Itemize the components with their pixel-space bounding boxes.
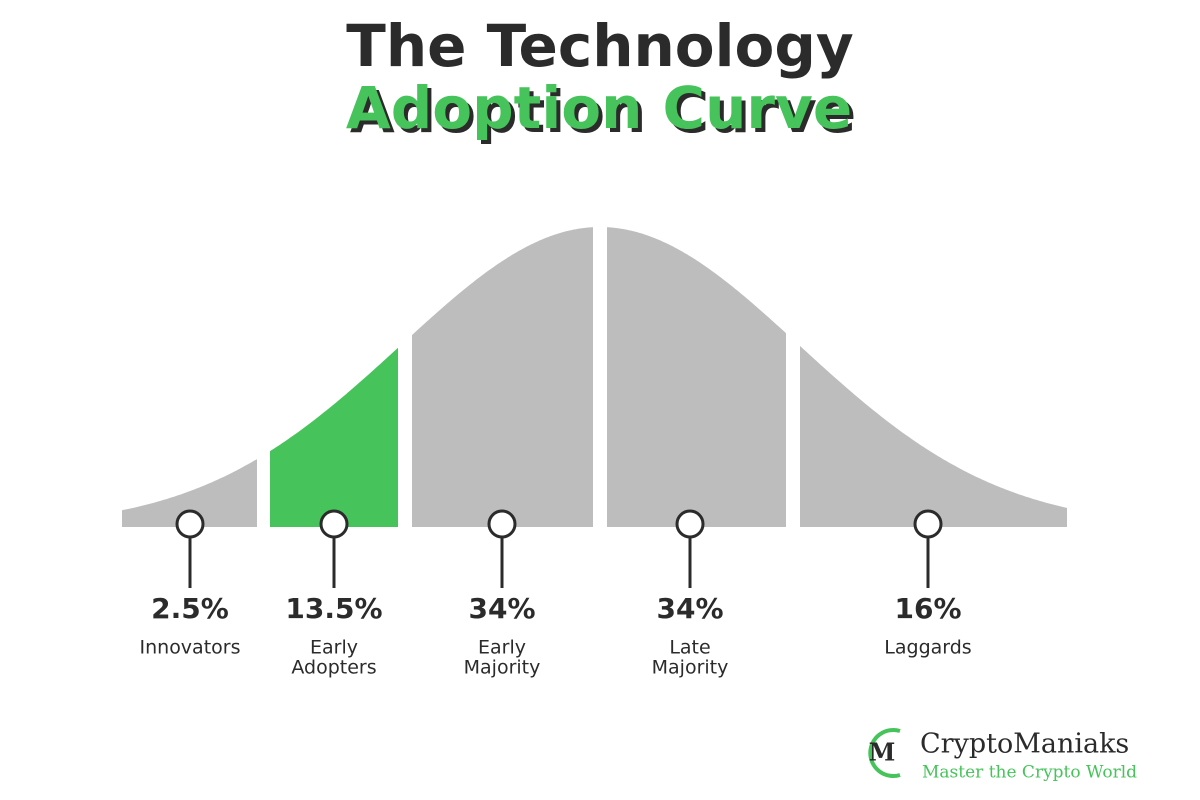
- logo: M CryptoManiaks Master the Crypto World: [868, 728, 1137, 783]
- title-line-2-shadow: Adoption Curve: [350, 78, 856, 146]
- title-line-2: Adoption Curve: [346, 74, 852, 142]
- curve-segment: [412, 227, 593, 527]
- segment-percent: 13.5%: [285, 592, 382, 625]
- segment-label: Innovators: [140, 637, 241, 659]
- marker-dot: [913, 509, 943, 539]
- marker-dot: [675, 509, 705, 539]
- marker-dot: [319, 509, 349, 539]
- segment-label: Late: [669, 637, 710, 659]
- segment-percent: 34%: [656, 592, 723, 625]
- segment-percent: 34%: [468, 592, 535, 625]
- segment-labels: 2.5%Innovators13.5%EarlyAdopters34%Early…: [140, 509, 972, 679]
- segment-label: Majority: [464, 657, 541, 679]
- marker-dot: [487, 509, 517, 539]
- logo-mark: M: [869, 738, 896, 767]
- logo-tagline: Master the Crypto World: [922, 763, 1137, 783]
- logo-name: CryptoManiaks: [920, 729, 1129, 760]
- segment-label: Majority: [652, 657, 729, 679]
- segment-percent: 16%: [894, 592, 961, 625]
- segment-label: Early: [478, 637, 526, 659]
- curve-segment: [800, 346, 1067, 527]
- marker-dot: [175, 509, 205, 539]
- segment-label: Early: [310, 637, 358, 659]
- segment-label: Adopters: [291, 657, 376, 679]
- segment-percent: 2.5%: [151, 592, 229, 625]
- curve-segment: [122, 459, 257, 527]
- bell-curve: [122, 227, 1067, 527]
- logo-ring: [868, 728, 901, 778]
- curve-segment: [270, 347, 398, 527]
- curve-segment: [607, 227, 786, 527]
- segment-label: Laggards: [884, 637, 971, 659]
- title-line-1: The Technology: [346, 12, 853, 80]
